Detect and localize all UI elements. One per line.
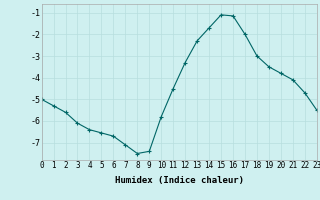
X-axis label: Humidex (Indice chaleur): Humidex (Indice chaleur)	[115, 176, 244, 185]
